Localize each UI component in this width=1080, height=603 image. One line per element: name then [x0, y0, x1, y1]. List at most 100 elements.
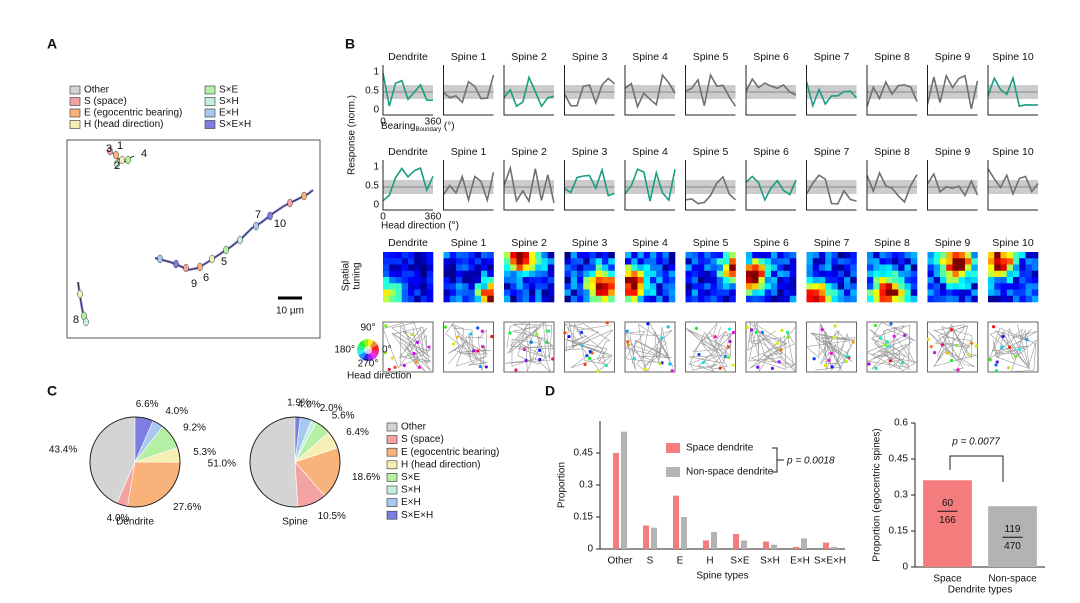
- heatmap-cell: [904, 283, 912, 290]
- spike-dot: [547, 329, 551, 333]
- tuning-trace: [685, 175, 737, 205]
- column-title: Spine 9: [935, 146, 971, 158]
- heatmap-cell: [752, 277, 759, 284]
- heatmap-cell: [443, 289, 451, 297]
- heatmap-cell: [668, 264, 676, 272]
- heatmap-cell: [529, 252, 536, 259]
- heatmap-cell: [564, 289, 572, 297]
- spine-roi: [114, 159, 120, 169]
- heatmap-cell: [831, 289, 839, 297]
- heatmap-cell: [729, 283, 736, 290]
- heatmap-cell: [994, 252, 1001, 259]
- heatmap-cell: [595, 289, 603, 297]
- heatmap-cell: [1025, 277, 1033, 284]
- spike-dot: [1008, 345, 1012, 349]
- heatmap-cell: [389, 252, 396, 259]
- legend-label: Space dendrite: [686, 443, 754, 454]
- legend-swatch: [386, 435, 398, 444]
- heatmap-cell: [637, 283, 645, 290]
- legend-label: S (space): [401, 434, 444, 445]
- spike-dot: [476, 349, 480, 353]
- spike-dot: [770, 366, 775, 370]
- y-tick-label: 0.3: [579, 480, 593, 491]
- heatmap-cell: [716, 295, 724, 303]
- heatmap-cell: [468, 295, 476, 303]
- heatmap-cell: [764, 295, 772, 303]
- bar: [763, 541, 769, 549]
- heatmap-cell: [631, 289, 638, 297]
- spike-dot: [476, 326, 480, 330]
- spike-dot: [728, 339, 732, 344]
- heatmap-cell: [608, 295, 615, 303]
- heatmap-cell: [401, 283, 409, 290]
- heatmap-cell: [408, 289, 415, 297]
- slice-label: 9.2%: [183, 423, 206, 434]
- heatmap-cell: [510, 258, 517, 265]
- x-tick-label: S×H: [760, 556, 780, 567]
- heatmap-cell: [650, 277, 657, 284]
- bar-label-numerator: 119: [1005, 524, 1021, 535]
- heatmap-cell: [789, 258, 797, 265]
- heatmap-cell: [474, 270, 482, 278]
- heatmap-cell: [789, 283, 797, 290]
- heatmap-cell: [570, 289, 578, 297]
- spike-dot: [701, 360, 705, 365]
- heatmap-cell: [564, 277, 572, 284]
- heatmap-cell: [583, 252, 590, 259]
- spike-dot: [393, 365, 397, 369]
- spine-roi: [287, 198, 293, 208]
- heatmap-cell: [631, 258, 638, 265]
- heatmap-cell: [1019, 270, 1026, 278]
- spike-dot: [522, 347, 526, 352]
- spike-dot: [1014, 355, 1018, 359]
- spike-dot: [514, 368, 518, 372]
- heatmap-cell: [771, 283, 778, 290]
- heatmap-cell: [487, 258, 494, 265]
- spike-dot: [524, 358, 528, 363]
- heatmap-cell: [825, 252, 832, 259]
- spike-dot: [666, 325, 670, 329]
- color-wheel-center: [364, 346, 372, 354]
- heatmap-cell: [819, 252, 826, 259]
- heatmap-cell: [662, 264, 670, 272]
- heatmap-cell: [643, 277, 651, 284]
- heatmap-cell: [904, 264, 912, 272]
- spine-roi: [223, 245, 229, 255]
- legend-swatch: [204, 85, 216, 95]
- heatmap-cell: [577, 289, 584, 297]
- heatmap-cell: [449, 277, 457, 284]
- heatmap-cell: [662, 295, 670, 303]
- heatmap-cell: [879, 270, 887, 278]
- heatmap-cell: [704, 289, 711, 297]
- heatmap-cell: [456, 277, 463, 284]
- heatmap-cell: [971, 270, 978, 278]
- legend-label: S×E: [401, 472, 421, 483]
- heatmap-cell: [825, 264, 832, 272]
- heatmap-cell: [401, 264, 409, 272]
- heatmap-cell: [777, 258, 784, 265]
- heatmap-cell: [752, 283, 759, 290]
- spine-roi: [157, 254, 163, 264]
- heatmap-cell: [873, 295, 880, 303]
- heatmap-cell: [595, 264, 603, 272]
- heatmap-cell: [927, 289, 935, 297]
- spine-number: 9: [191, 278, 197, 290]
- heatmap-cell: [583, 283, 590, 290]
- heatmap-cell: [650, 264, 657, 272]
- bar-label-denominator: 470: [1004, 541, 1021, 552]
- heatmap-cell: [625, 289, 632, 297]
- heatmap-cell: [420, 252, 428, 259]
- heatmap-cell: [414, 258, 421, 265]
- heatmap-cell: [602, 258, 609, 265]
- x-tick-label: S×E×H: [814, 556, 846, 567]
- heatmap-cell: [426, 270, 434, 278]
- heatmap-cell: [691, 270, 699, 278]
- heatmap-cell: [420, 283, 428, 290]
- heatmap-cell: [595, 295, 603, 303]
- heatmap-cell: [1025, 289, 1033, 297]
- heatmap-cell: [541, 289, 549, 297]
- heatmap-cell: [729, 277, 736, 284]
- heatmap-cell: [529, 264, 536, 272]
- heatmap-cell: [535, 252, 542, 259]
- heatmap-cell: [812, 277, 820, 284]
